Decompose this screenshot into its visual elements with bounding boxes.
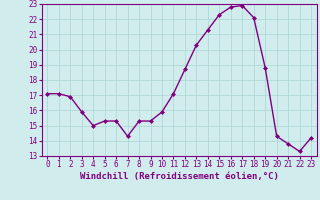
- X-axis label: Windchill (Refroidissement éolien,°C): Windchill (Refroidissement éolien,°C): [80, 172, 279, 181]
